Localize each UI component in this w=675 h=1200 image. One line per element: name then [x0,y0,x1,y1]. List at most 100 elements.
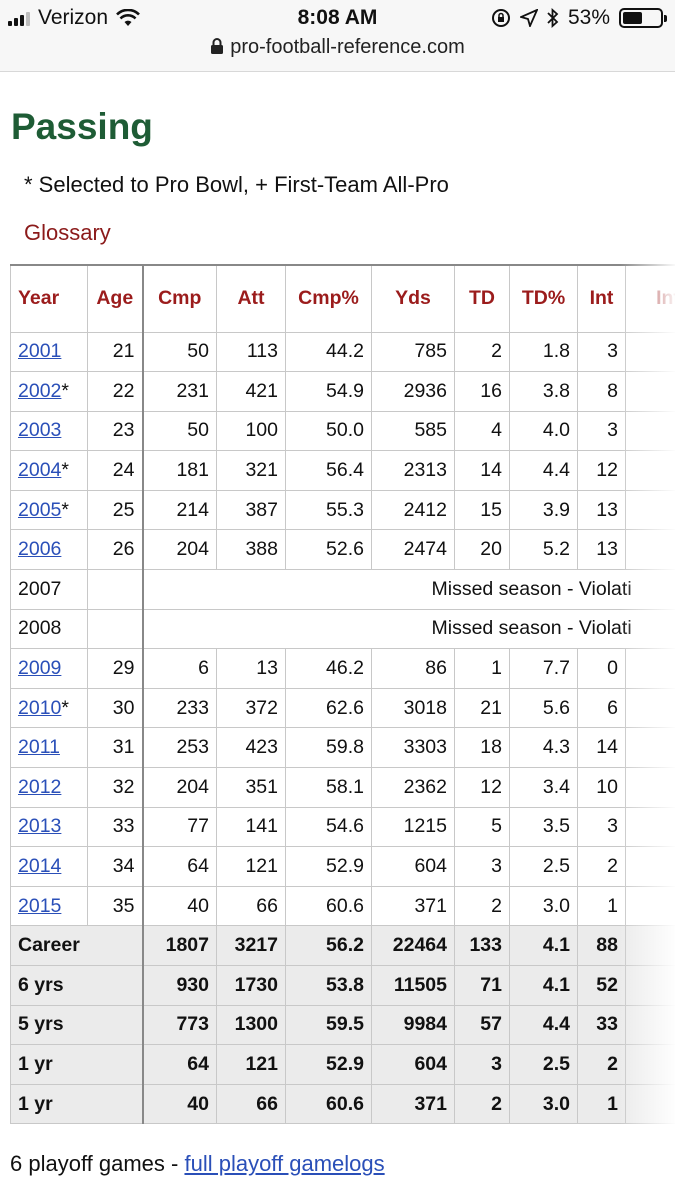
battery-percent: 53% [567,6,610,29]
year-link[interactable]: 2004 [18,459,62,482]
td-pct-cell: 3.0 [509,885,578,927]
year-cell[interactable]: 2014 [10,846,88,887]
td-pct-cell: 4.3 [509,727,578,769]
playoff-gamelogs-link[interactable]: full playoff gamelogs [184,1151,385,1176]
cmp-cell: 50 [142,331,217,373]
year-link[interactable]: 2003 [18,419,62,442]
year-link[interactable]: 2001 [18,340,62,363]
year-cell[interactable]: 2002* [10,371,88,412]
yds-cell: 371 [371,885,455,927]
column-header-cmp[interactable]: Cmp [142,264,217,333]
column-header-age[interactable]: Age [87,264,144,333]
td-cell: 2 [454,331,510,373]
cmp-cell: 773 [142,1004,217,1046]
att-cell: 66 [216,1083,286,1125]
cmp-cell: 40 [142,1083,217,1125]
column-header-year[interactable]: Year [10,264,88,333]
missed-season-note: Missed season - Violati [142,569,675,610]
age-cell: 32 [87,767,144,808]
year-link[interactable]: 2015 [18,894,62,917]
year-link[interactable]: 2009 [18,657,62,680]
year-cell[interactable]: 2011 [10,727,88,769]
year-link[interactable]: 2002 [18,379,62,402]
cmp-cell: 253 [142,727,217,769]
year-cell: 2007 [10,569,88,610]
year-cell[interactable]: 2013 [10,806,88,848]
year-cell[interactable]: 2003 [10,410,88,452]
glossary-link[interactable]: Glossary [24,220,111,245]
att-cell: 121 [216,846,286,887]
td-cell: 2 [454,1083,510,1125]
int-cell: 52 [577,965,626,1006]
att-cell: 372 [216,687,286,729]
column-header-att[interactable]: Att [216,264,286,333]
int-cell: 3 [577,806,626,848]
column-header-td-pct[interactable]: TD% [509,264,578,333]
td-pct-cell: 4.1 [509,925,578,966]
year-cell[interactable]: 2012 [10,767,88,808]
cmp-pct-cell: 53.8 [285,965,372,1006]
column-header-td[interactable]: TD [454,264,510,333]
year-cell[interactable]: 2004* [10,450,88,491]
td-cell: 3 [454,846,510,887]
td-cell: 16 [454,371,510,412]
age-cell: 21 [87,331,144,373]
playoff-footer: 6 playoff games - full playoff gamelogs [10,1151,385,1177]
table-row: 2002* 22 231 421 54.9 2936 16 3.8 8 [10,371,675,412]
year-link[interactable]: 2006 [18,538,62,561]
truncated-cell [625,450,675,491]
clock: 8:08 AM [297,6,378,29]
int-cell: 13 [577,489,626,531]
section-title: Passing [11,106,153,147]
td-cell: 15 [454,489,510,531]
year-link[interactable]: 2012 [18,775,62,798]
url-text: pro-football-reference.com [230,36,465,58]
cmp-pct-cell: 52.9 [285,846,372,887]
column-header-yds[interactable]: Yds [371,264,455,333]
cmp-pct-cell: 54.9 [285,371,372,412]
age-cell: 30 [87,687,144,729]
cmp-cell: 204 [142,767,217,808]
year-link[interactable]: 2013 [18,815,62,838]
td-pct-cell: 5.6 [509,687,578,729]
cmp-pct-cell: 50.0 [285,410,372,452]
url-bar[interactable]: pro-football-reference.com [0,36,675,59]
summary-label: 1 yr [10,1083,144,1125]
year-cell[interactable]: 2006 [10,529,88,571]
year-link[interactable]: 2014 [18,855,62,878]
cmp-cell: 233 [142,687,217,729]
att-cell: 387 [216,489,286,531]
int-cell: 1 [577,885,626,927]
td-cell: 4 [454,410,510,452]
cmp-pct-cell: 44.2 [285,331,372,373]
cmp-pct-cell: 54.6 [285,806,372,848]
yds-cell: 585 [371,410,455,452]
yds-cell: 604 [371,1044,455,1085]
cmp-cell: 50 [142,410,217,452]
int-cell: 13 [577,529,626,571]
yds-cell: 785 [371,331,455,373]
year-cell[interactable]: 2001 [10,331,88,373]
td-cell: 21 [454,687,510,729]
att-cell: 121 [216,1044,286,1085]
table-row: 2009 29 6 13 46.2 86 1 7.7 0 [10,648,675,689]
year-cell[interactable]: 2010* [10,687,88,729]
year-cell[interactable]: 2009 [10,648,88,689]
year-cell[interactable]: 2005* [10,489,88,531]
column-header-int[interactable]: Int [625,264,675,333]
yds-cell: 2936 [371,371,455,412]
year-link[interactable]: 2011 [18,736,60,759]
cmp-pct-cell: 46.2 [285,648,372,689]
int-cell: 2 [577,846,626,887]
year-link[interactable]: 2005 [18,498,62,521]
column-header-cmp-pct[interactable]: Cmp% [285,264,372,333]
year-cell[interactable]: 2015 [10,885,88,927]
column-header-int[interactable]: Int [577,264,626,333]
td-pct-cell: 2.5 [509,846,578,887]
year-link[interactable]: 2010 [18,696,62,719]
td-cell: 14 [454,450,510,491]
age-cell [87,608,144,650]
table-row: 2001 21 50 113 44.2 785 2 1.8 3 [10,331,675,373]
td-pct-cell: 4.4 [509,1004,578,1046]
